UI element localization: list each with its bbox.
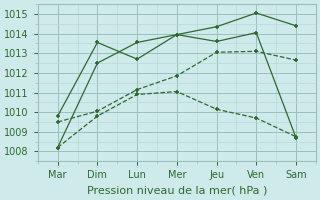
X-axis label: Pression niveau de la mer( hPa ): Pression niveau de la mer( hPa ) xyxy=(87,186,267,196)
